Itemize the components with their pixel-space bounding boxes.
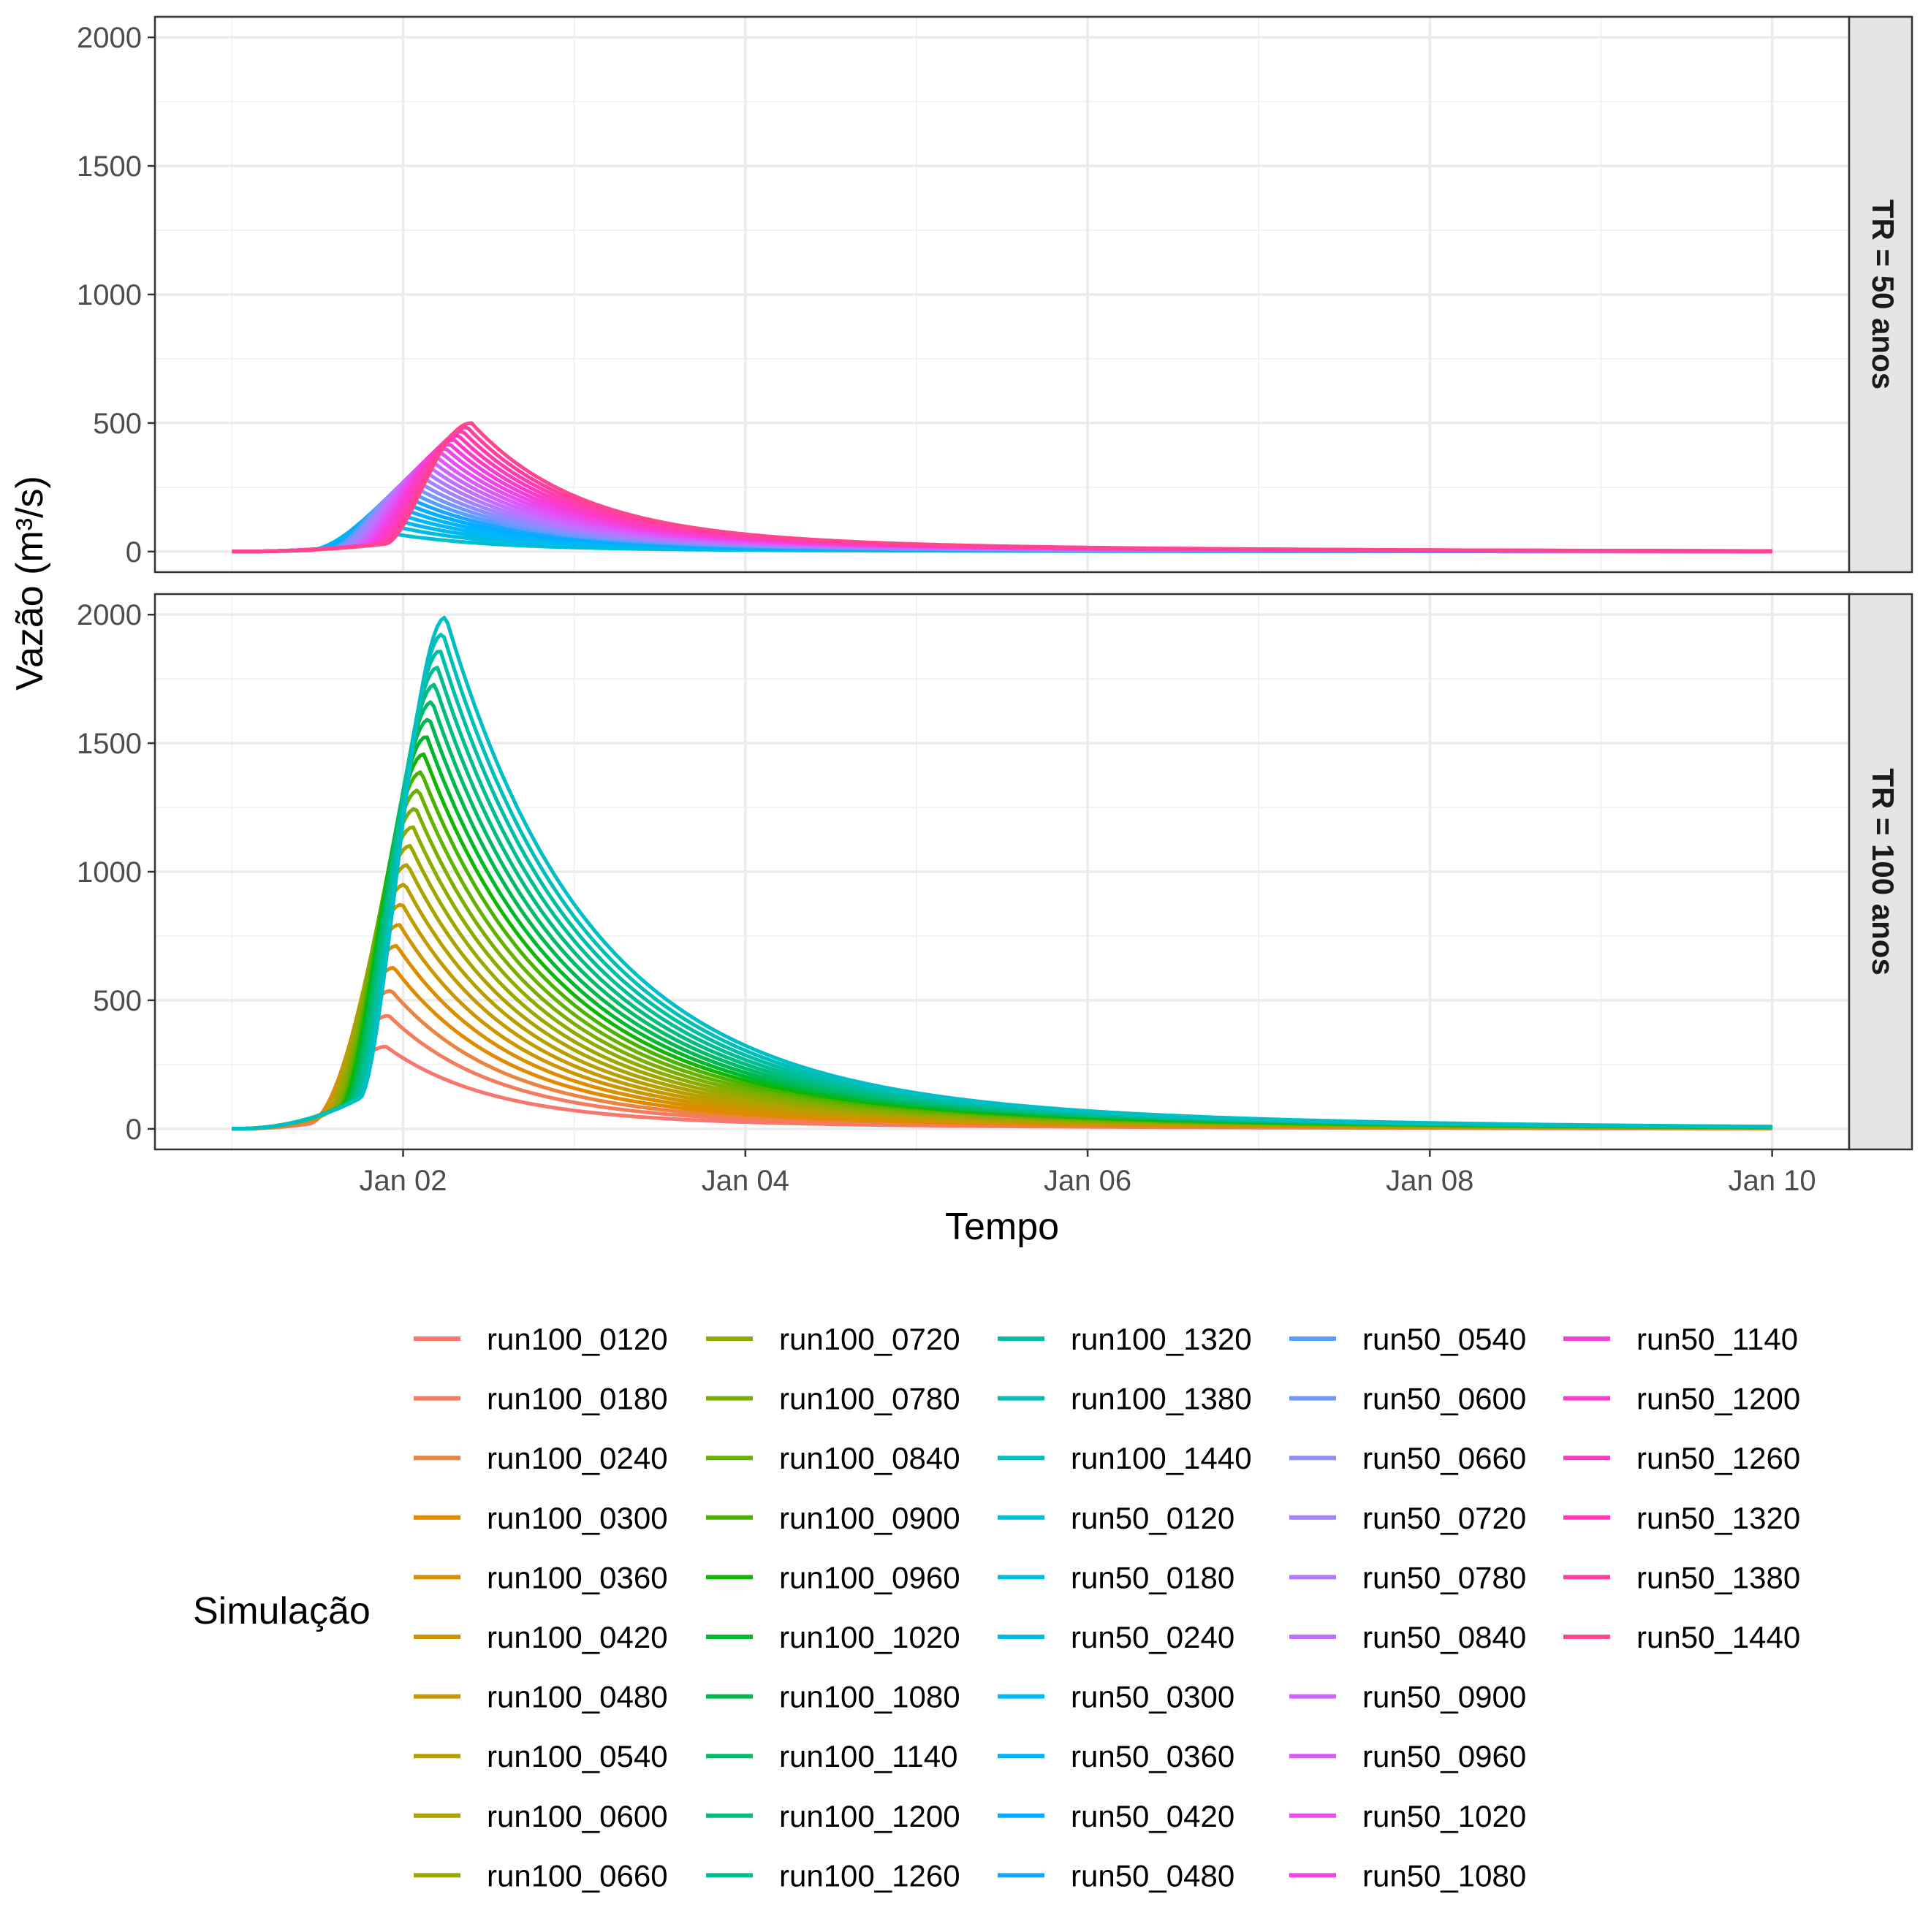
y-tick-label: 0	[126, 536, 142, 568]
x-axis-title: Tempo	[945, 1206, 1059, 1248]
y-tick-label: 0	[126, 1114, 142, 1146]
legend-label-run50_0660: run50_0660	[1362, 1441, 1526, 1475]
legend-label-run100_1140: run100_1140	[779, 1739, 957, 1773]
strip-label-tr100: TR = 100 anos	[1866, 768, 1900, 975]
legend-label-run100_0900: run100_0900	[779, 1501, 960, 1535]
legend-label-run50_1140: run50_1140	[1636, 1322, 1798, 1356]
series-lines-tr50	[232, 421, 1772, 554]
legend-label-run100_1320: run100_1320	[1071, 1322, 1252, 1356]
legend-label-run50_1080: run50_1080	[1362, 1858, 1526, 1893]
legend-label-run50_1200: run50_1200	[1636, 1382, 1800, 1416]
legend-label-run50_0300: run50_0300	[1071, 1680, 1234, 1714]
legend: Simulação run100_0120run100_0180run100_0…	[193, 1322, 1800, 1893]
x-tick-label: Jan 04	[702, 1165, 789, 1197]
x-tick-label: Jan 02	[359, 1165, 447, 1197]
legend-label-run50_1440: run50_1440	[1636, 1620, 1800, 1654]
legend-label-run50_1020: run50_1020	[1362, 1799, 1526, 1833]
y-tick-label: 500	[93, 408, 142, 440]
legend-items: run100_0120 run100_0180 run100_0240 run100_…	[414, 1322, 1800, 1893]
legend-label-run100_1020: run100_1020	[779, 1620, 960, 1654]
legend-label-run100_1200: run100_1200	[779, 1799, 960, 1833]
y-axis-tr50: 0 500 1000 1500 2000	[77, 22, 155, 568]
legend-label-run100_0720: run100_0720	[779, 1322, 960, 1356]
x-tick-label: Jan 08	[1386, 1165, 1473, 1197]
legend-label-run50_0720: run50_0720	[1362, 1501, 1526, 1535]
legend-label-run50_0840: run50_0840	[1362, 1620, 1526, 1654]
legend-label-run50_0360: run50_0360	[1071, 1739, 1234, 1773]
legend-label-run100_0480: run100_0480	[487, 1680, 668, 1714]
facet-tr100: TR = 100 anos 0 500 1000 1500 2000	[77, 593, 1913, 1151]
legend-label-run50_1320: run50_1320	[1636, 1501, 1800, 1535]
legend-label-run50_0120: run50_0120	[1071, 1501, 1234, 1535]
y-tick-label: 1500	[77, 151, 142, 183]
legend-label-run50_0780: run50_0780	[1362, 1560, 1526, 1594]
y-axis-tr100: 0 500 1000 1500 2000	[77, 599, 155, 1146]
legend-label-run50_0180: run50_0180	[1071, 1560, 1234, 1594]
y-tick-label: 500	[93, 985, 142, 1017]
legend-label-run50_0960: run50_0960	[1362, 1739, 1526, 1773]
y-tick-label: 1500	[77, 728, 142, 760]
legend-title: Simulação	[193, 1590, 371, 1632]
series-line-run50_1440	[232, 421, 1772, 554]
legend-label-run100_0240: run100_0240	[487, 1441, 668, 1475]
series-lines-tr100	[232, 615, 1772, 1131]
legend-label-run50_0600: run50_0600	[1362, 1382, 1526, 1416]
y-tick-label: 1000	[77, 856, 142, 889]
legend-label-run100_0420: run100_0420	[487, 1620, 668, 1654]
legend-label-run50_0240: run50_0240	[1071, 1620, 1234, 1654]
legend-label-run100_1260: run100_1260	[779, 1858, 960, 1893]
x-tick-label: Jan 06	[1044, 1165, 1131, 1197]
strip-background-tr50	[1848, 15, 1913, 574]
legend-label-run100_0540: run100_0540	[487, 1739, 668, 1773]
legend-label-run50_1260: run50_1260	[1636, 1441, 1800, 1475]
legend-label-run100_0660: run100_0660	[487, 1858, 668, 1893]
strip-background-tr100	[1848, 593, 1913, 1151]
x-tick-label: Jan 10	[1729, 1165, 1816, 1197]
legend-label-run100_1380: run100_1380	[1071, 1382, 1252, 1416]
series-line-run100_1440	[232, 615, 1772, 1131]
legend-label-run100_0120: run100_0120	[487, 1322, 668, 1356]
legend-label-run100_0300: run100_0300	[487, 1501, 668, 1535]
legend-label-run50_0900: run50_0900	[1362, 1680, 1526, 1714]
legend-label-run100_0960: run100_0960	[779, 1560, 960, 1594]
legend-label-run100_0840: run100_0840	[779, 1441, 960, 1475]
legend-label-run100_0780: run100_0780	[779, 1382, 960, 1416]
legend-label-run100_1440: run100_1440	[1071, 1441, 1252, 1475]
legend-label-run50_1380: run50_1380	[1636, 1560, 1800, 1594]
y-tick-label: 2000	[77, 599, 142, 631]
legend-label-run100_0180: run100_0180	[487, 1382, 668, 1416]
legend-label-run50_0420: run50_0420	[1071, 1799, 1234, 1833]
facet-tr50: TR = 50 anos 0 500 1000 1500 2000	[77, 15, 1913, 574]
y-tick-label: 1000	[77, 279, 142, 311]
y-axis-title: Vazão (m³/s)	[9, 476, 51, 691]
strip-label-tr50: TR = 50 anos	[1866, 199, 1900, 389]
legend-label-run50_0480: run50_0480	[1071, 1858, 1234, 1893]
legend-label-run100_0600: run100_0600	[487, 1799, 668, 1833]
legend-label-run100_1080: run100_1080	[779, 1680, 960, 1714]
legend-label-run50_0540: run50_0540	[1362, 1322, 1526, 1356]
legend-label-run100_0360: run100_0360	[487, 1560, 668, 1594]
x-axis: Jan 02 Jan 04 Jan 06 Jan 08 Jan 10	[359, 1149, 1816, 1197]
y-tick-label: 2000	[77, 22, 142, 54]
